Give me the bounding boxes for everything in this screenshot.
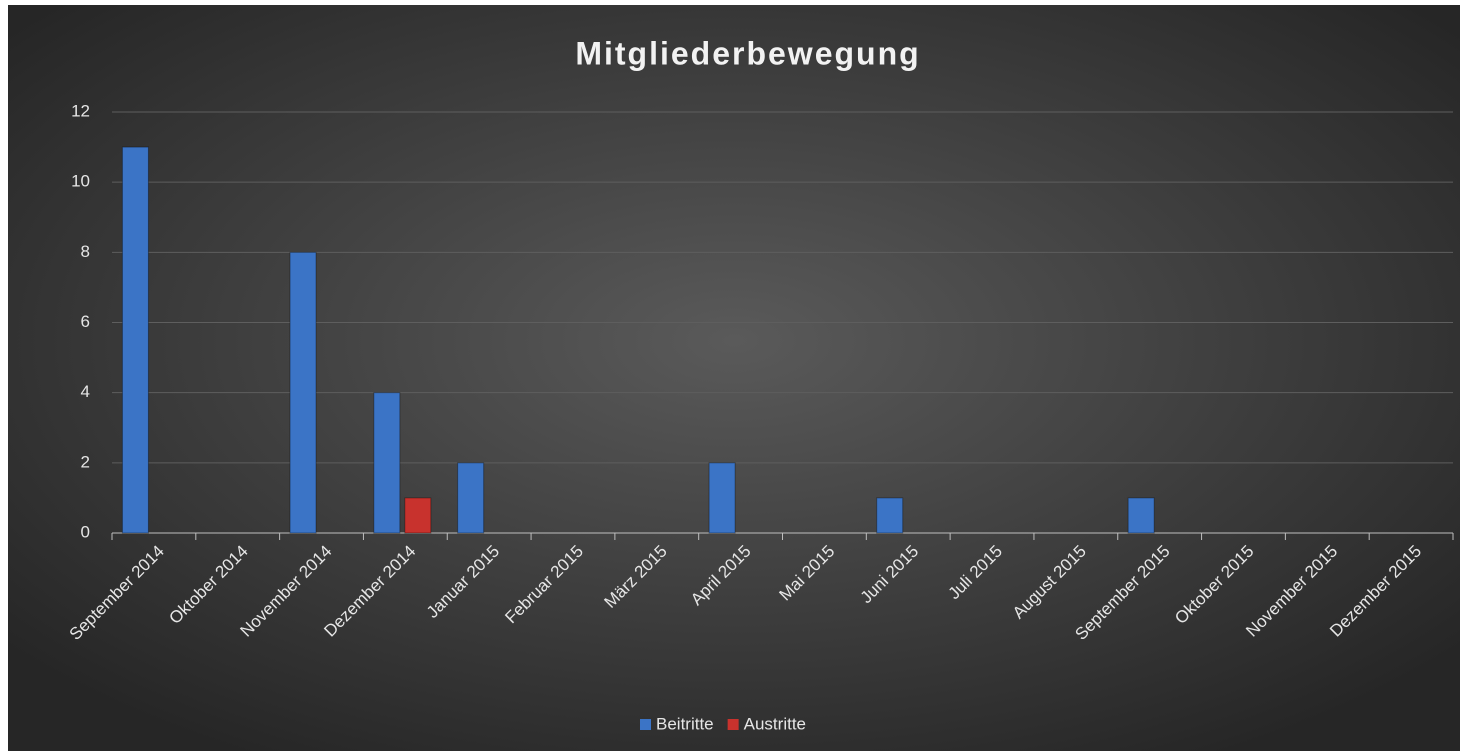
y-tick-label: 2 <box>81 452 90 471</box>
y-tick-label: 8 <box>81 242 90 261</box>
y-tick-label: 12 <box>71 101 90 120</box>
y-tick-label: 0 <box>81 522 90 541</box>
bar <box>708 462 736 534</box>
y-tick-label: 4 <box>81 382 90 401</box>
bar <box>404 497 432 534</box>
legend-label: Beitritte <box>656 714 714 733</box>
bar <box>121 146 149 534</box>
chart-background <box>8 5 1460 751</box>
bar <box>373 392 401 534</box>
bar <box>457 462 485 534</box>
legend-marker <box>727 719 739 730</box>
bar <box>289 251 317 534</box>
legend-marker <box>640 719 651 730</box>
legend-label: Austritte <box>744 714 806 733</box>
chart-title: Mitgliederbewegung <box>575 35 920 71</box>
bar <box>876 497 904 534</box>
y-tick-label: 10 <box>71 172 90 191</box>
bar <box>1127 497 1155 534</box>
y-tick-label: 6 <box>81 312 90 331</box>
